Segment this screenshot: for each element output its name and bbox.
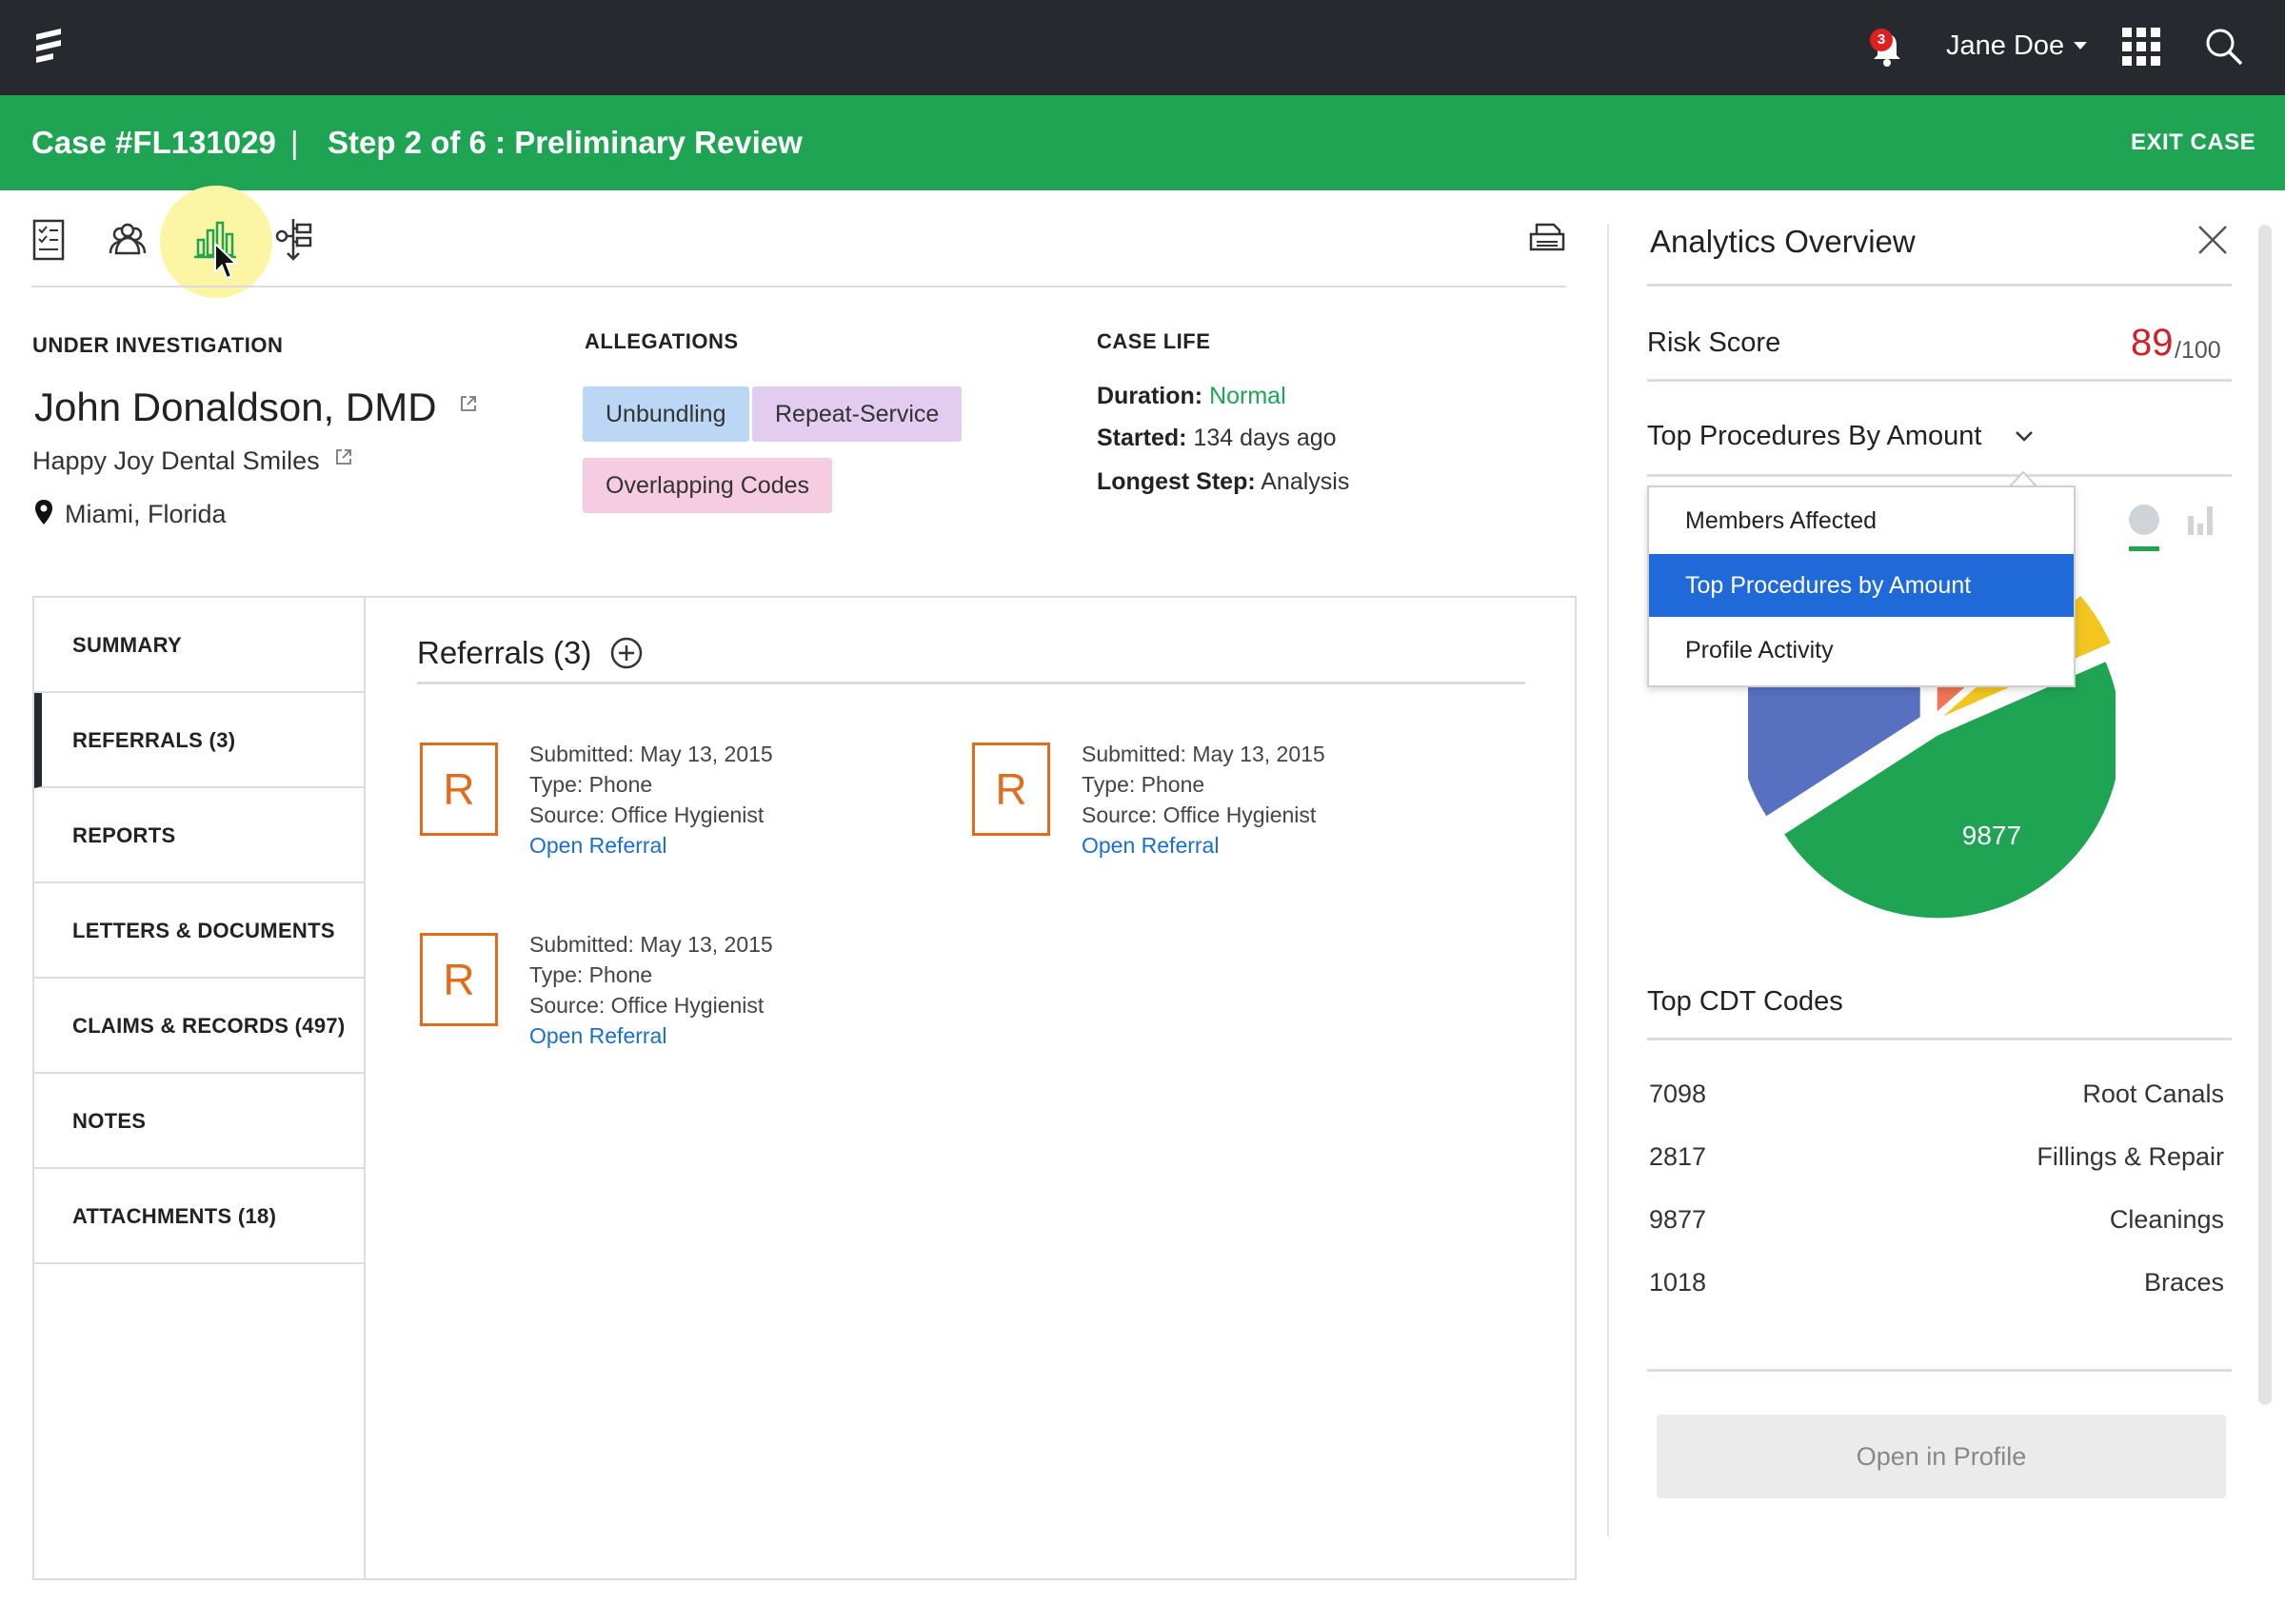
allegation-tag[interactable]: Repeat-Service	[752, 386, 963, 442]
search-icon[interactable]	[2203, 26, 2245, 68]
panel-divider-line	[1647, 379, 2232, 382]
open-referral-link[interactable]: Open Referral	[529, 833, 667, 858]
referral-type: Type: Phone	[529, 962, 653, 987]
panel-divider-line	[1647, 284, 2232, 287]
risk-score-label: Risk Score	[1647, 327, 1781, 358]
panel-divider-line	[1647, 474, 2232, 477]
referral-source: Source: Office Hygienist	[529, 993, 765, 1018]
nav-item-summary[interactable]: SUMMARY	[34, 598, 366, 693]
notification-badge: 3	[1870, 29, 1893, 51]
pie-slice-label: 9877	[1962, 821, 2021, 850]
referrals-title: Referrals (3)	[417, 635, 592, 670]
procedures-dropdown-menu: Members Affected Top Procedures by Amoun…	[1647, 485, 2076, 687]
chevron-down-icon[interactable]	[2013, 425, 2036, 447]
referral-type: Type: Phone	[1082, 772, 1205, 797]
referral-badge: R	[972, 743, 1050, 836]
case-duration: Duration: Normal	[1097, 383, 1286, 409]
open-referral-link[interactable]: Open Referral	[1082, 833, 1220, 858]
cdt-code: 7098	[1649, 1079, 1707, 1108]
dropdown-pointer	[2009, 470, 2037, 487]
cdt-code: 9877	[1649, 1205, 1707, 1234]
external-link-icon[interactable]	[459, 394, 478, 413]
allegation-tag[interactable]: Unbundling	[583, 386, 749, 442]
subject-organization: Happy Joy Dental Smiles	[32, 446, 320, 475]
open-referral-link[interactable]: Open Referral	[529, 1023, 667, 1048]
pie-view-toggle-icon[interactable]	[2129, 505, 2159, 535]
referral-submitted: Submitted: May 13, 2015	[529, 932, 773, 957]
case-started: Started: 134 days ago	[1097, 425, 1337, 451]
nav-item-claims-records[interactable]: CLAIMS & RECORDS (497)	[34, 979, 366, 1074]
cdt-name: Braces	[2143, 1268, 2224, 1297]
cdt-name: Cleanings	[2109, 1205, 2224, 1234]
subject-name: John Donaldson, DMD	[34, 385, 437, 429]
cdt-name: Fillings & Repair	[2037, 1142, 2224, 1171]
cdt-codes-title: Top CDT Codes	[1647, 986, 1843, 1017]
case-header-bar: Case #FL131029 | Step 2 of 6 : Prelimina…	[0, 95, 2285, 190]
case-step: Step 2 of 6 : Preliminary Review	[328, 125, 803, 160]
cdt-row: 7098 Root Canals	[1647, 1073, 2224, 1115]
risk-score-value: 89	[2131, 322, 2174, 364]
referrals-content-panel	[364, 596, 1577, 1580]
people-icon[interactable]	[107, 217, 149, 263]
mouse-cursor-icon	[214, 242, 239, 280]
user-menu[interactable]: Jane Doe	[1946, 30, 2065, 61]
allegation-tag[interactable]: Overlapping Codes	[583, 458, 833, 513]
nav-item-letters-documents[interactable]: LETTERS & DOCUMENTS	[34, 883, 366, 979]
referral-source: Source: Office Hygienist	[1082, 802, 1317, 827]
referral-badge: R	[420, 743, 498, 836]
cdt-name: Root Canals	[2082, 1079, 2224, 1108]
referral-source: Source: Office Hygienist	[529, 802, 765, 827]
referrals-divider	[417, 682, 1525, 684]
case-section-nav: SUMMARY REFERRALS (3) REPORTS LETTERS & …	[32, 596, 366, 1580]
panel-divider-line	[1647, 1038, 2232, 1040]
dropdown-option-members-affected[interactable]: Members Affected	[1685, 507, 1878, 534]
panel-scrollbar[interactable]	[2258, 225, 2272, 1405]
nav-item-referrals[interactable]: REFERRALS (3)	[34, 693, 366, 788]
open-in-profile-button[interactable]: Open in Profile	[1657, 1415, 2226, 1498]
active-view-indicator	[2129, 546, 2159, 551]
bar-view-toggle-icon[interactable]	[2186, 505, 2215, 535]
logo-icon[interactable]	[32, 27, 65, 69]
procedures-title[interactable]: Top Procedures By Amount	[1647, 421, 1982, 451]
nav-item-notes[interactable]: NOTES	[34, 1074, 366, 1169]
exit-case-button[interactable]: EXIT CASE	[2131, 129, 2256, 155]
print-icon[interactable]	[1529, 221, 1565, 257]
add-circle-icon[interactable]	[609, 636, 644, 670]
case-number: Case #FL131029	[31, 125, 276, 160]
subject-location: Miami, Florida	[65, 500, 227, 528]
referral-submitted: Submitted: May 13, 2015	[1082, 742, 1325, 766]
apps-grid-icon[interactable]	[2122, 28, 2160, 66]
dropdown-option-profile-activity[interactable]: Profile Activity	[1685, 637, 1834, 663]
allegations-label: ALLEGATIONS	[585, 329, 739, 353]
referral-type: Type: Phone	[529, 772, 653, 797]
under-investigation-label: UNDER INVESTIGATION	[32, 333, 284, 357]
cdt-row: 2817 Fillings & Repair	[1647, 1136, 2224, 1178]
dropdown-option-top-procedures[interactable]: Top Procedures by Amount	[1649, 554, 2074, 617]
close-icon[interactable]	[2196, 223, 2230, 257]
case-separator: |	[290, 125, 299, 160]
analytics-panel-title: Analytics Overview	[1650, 224, 1916, 259]
workflow-icon[interactable]	[272, 217, 314, 263]
referral-badge: R	[420, 933, 498, 1026]
panel-divider	[1607, 225, 1609, 1536]
case-life-label: CASE LIFE	[1097, 329, 1211, 353]
cdt-row: 9877 Cleanings	[1647, 1198, 2224, 1240]
cdt-code: 2817	[1649, 1142, 1707, 1171]
risk-score-max: /100	[2175, 337, 2221, 364]
cdt-row: 1018 Braces	[1647, 1261, 2224, 1303]
panel-divider-line	[1647, 1369, 2232, 1372]
checklist-icon[interactable]	[29, 217, 70, 263]
pie-slice-9877[interactable]	[1784, 662, 2116, 919]
nav-item-attachments[interactable]: ATTACHMENTS (18)	[34, 1169, 366, 1264]
referral-submitted: Submitted: May 13, 2015	[529, 742, 773, 766]
nav-item-reports[interactable]: REPORTS	[34, 788, 366, 883]
location-pin-icon	[35, 500, 52, 525]
case-longest-step: Longest Step: Analysis	[1097, 468, 1350, 495]
caret-down-icon[interactable]	[2074, 42, 2087, 50]
top-bar: 3 Jane Doe	[0, 0, 2285, 95]
toolbar-divider	[31, 286, 1566, 287]
external-link-icon[interactable]	[334, 447, 353, 466]
cdt-code: 1018	[1649, 1268, 1707, 1297]
